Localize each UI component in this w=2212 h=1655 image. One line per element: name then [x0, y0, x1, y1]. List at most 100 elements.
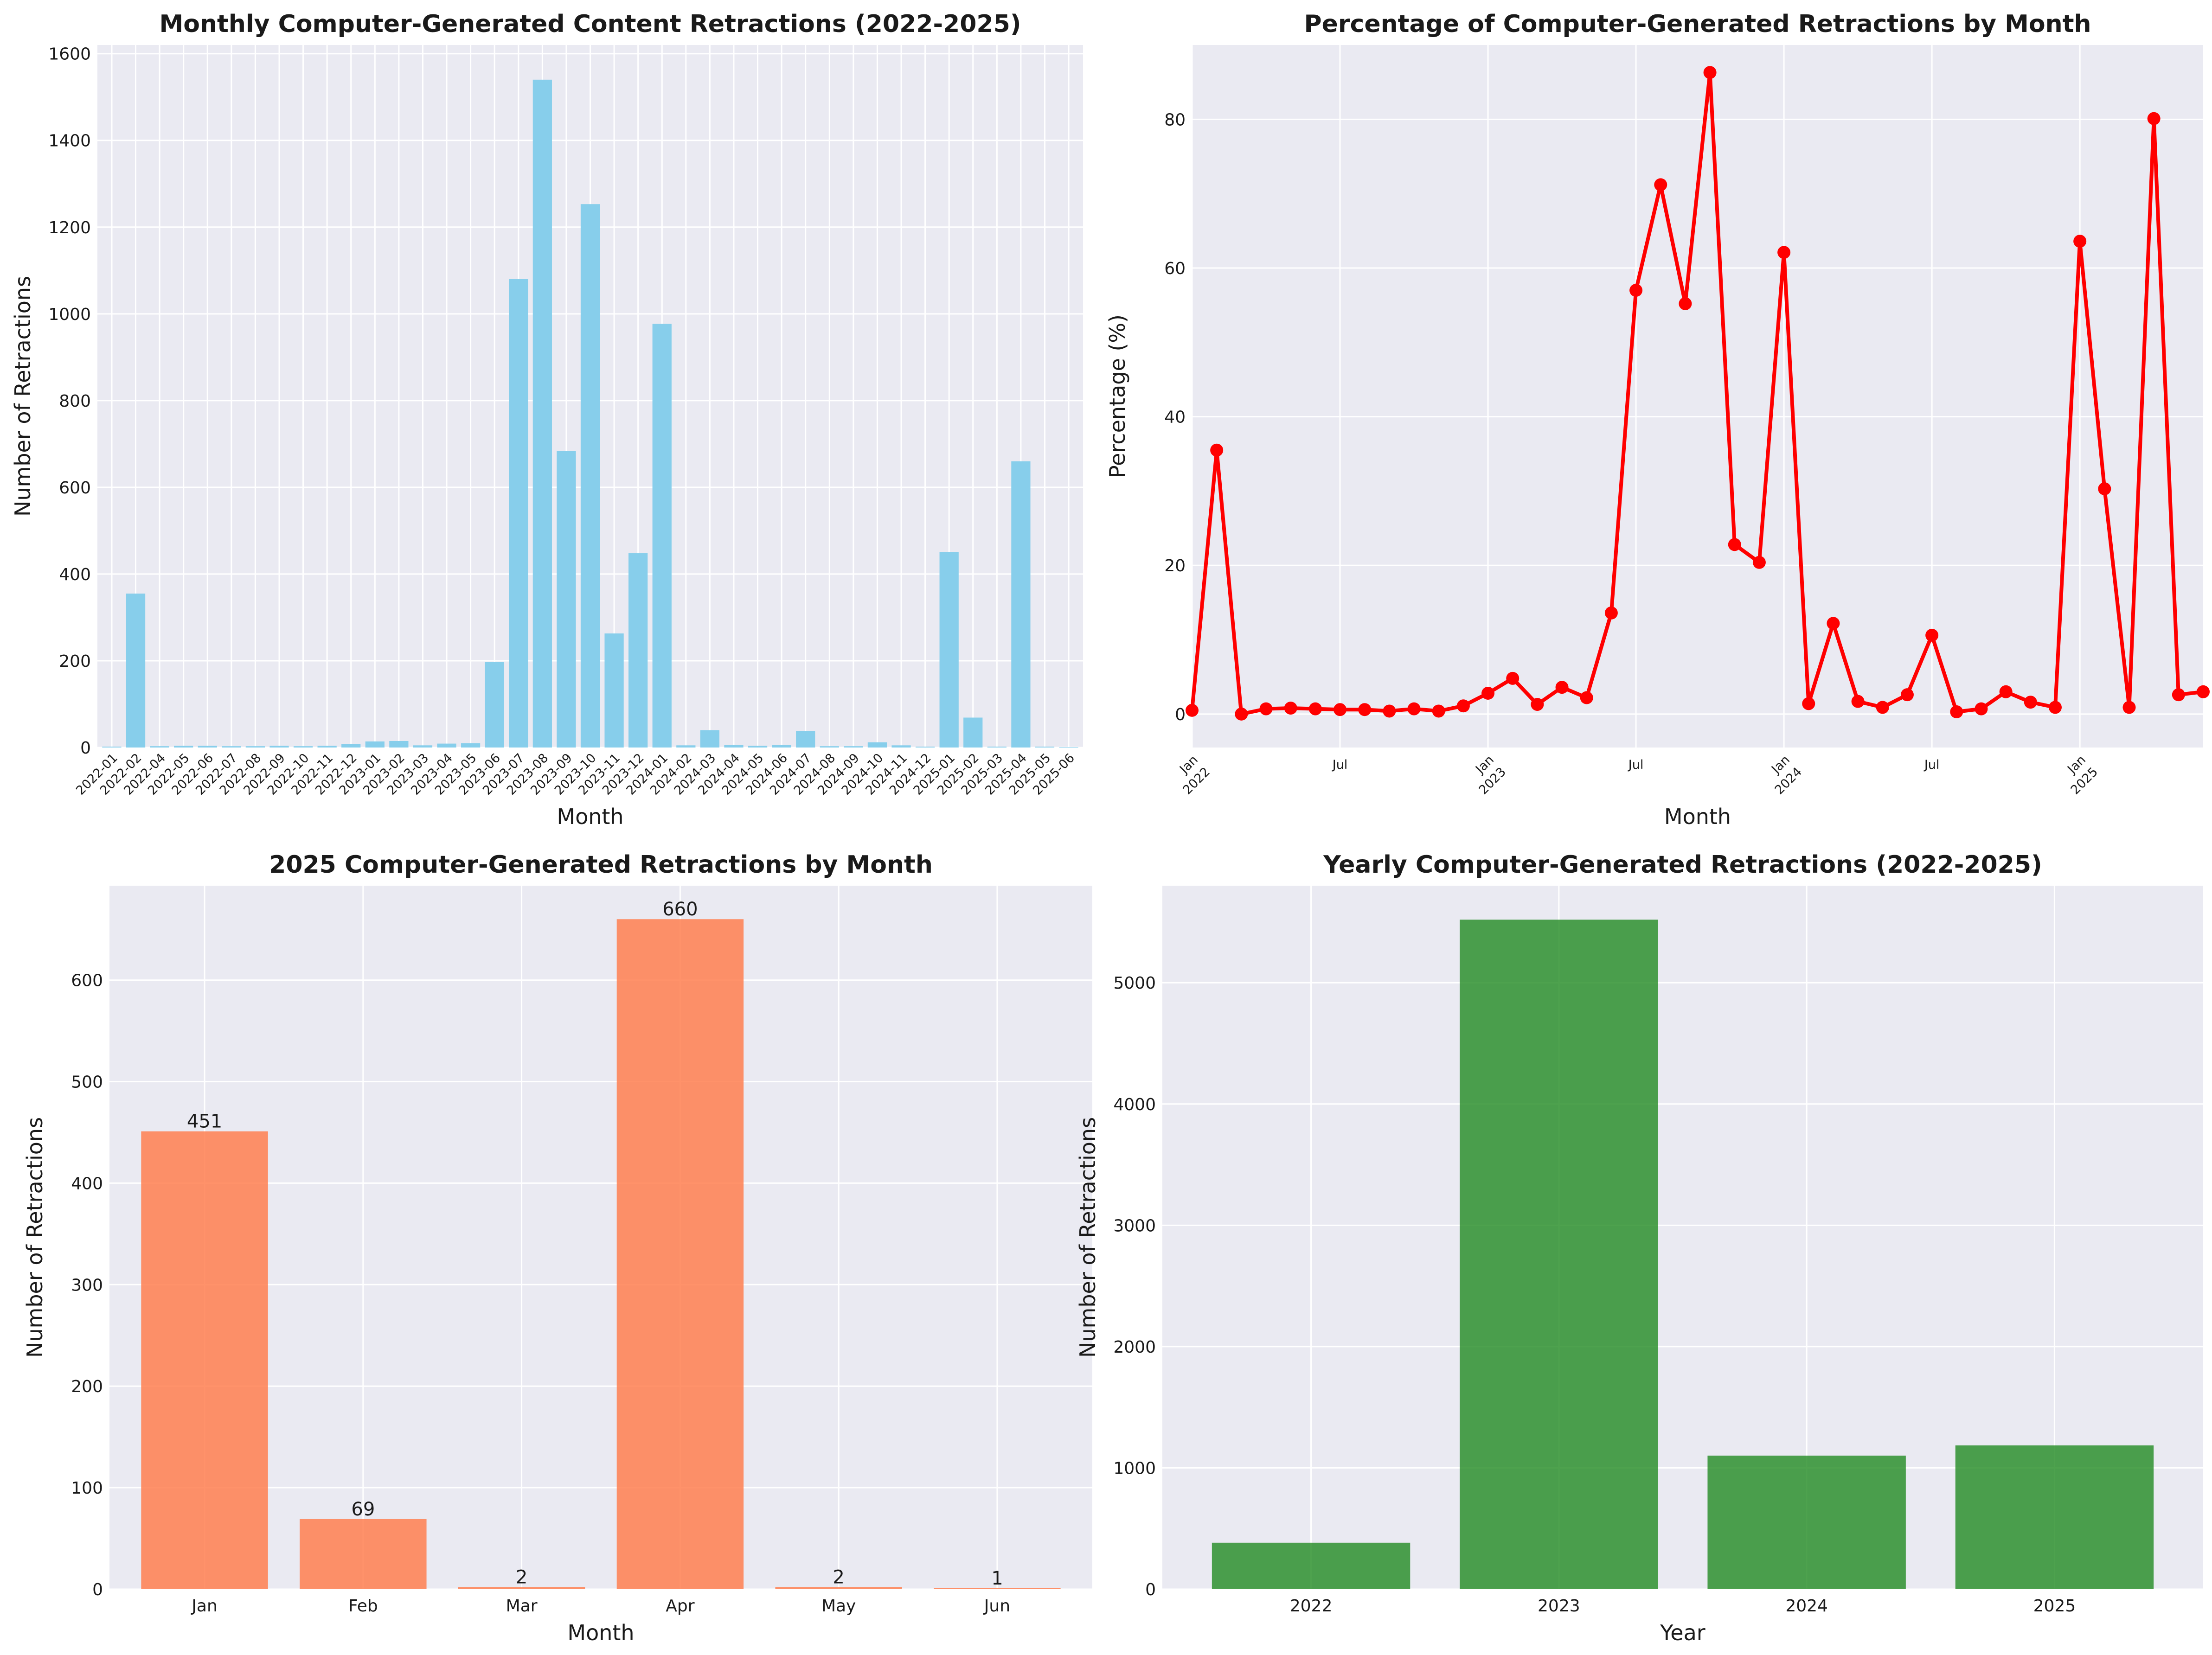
data-point [1308, 702, 1322, 716]
data-point [2122, 701, 2136, 714]
bar [150, 746, 169, 748]
data-point [1186, 703, 1199, 717]
bar [891, 745, 911, 748]
data-point [1531, 698, 1544, 711]
bar [317, 746, 337, 748]
bar [198, 746, 217, 748]
y-axis-label: Number of Retractions [22, 1117, 47, 1358]
data-label: 1 [991, 1568, 1003, 1589]
x-axis-label: Month [567, 1620, 634, 1645]
y-tick-label: 3000 [1113, 1216, 1156, 1235]
chart-title: Percentage of Computer-Generated Retract… [1304, 10, 2091, 38]
data-point [2197, 685, 2210, 698]
bar [867, 742, 887, 748]
y-tick-label: 400 [59, 565, 91, 584]
data-point [1752, 556, 1766, 569]
y-tick-label: 2000 [1113, 1338, 1156, 1357]
data-point [1580, 691, 1593, 704]
chart-1: Monthly Computer-Generated Content Retra… [10, 10, 1083, 829]
bar [604, 633, 624, 748]
bar [616, 919, 744, 1589]
y-tick-label: 1400 [48, 132, 91, 151]
bar [1955, 1445, 2154, 1589]
bar [458, 1587, 585, 1589]
chart-title: 2025 Computer-Generated Retractions by M… [269, 851, 933, 879]
data-label: 660 [662, 899, 698, 920]
data-point [1728, 538, 1741, 551]
bar [532, 79, 552, 748]
bar [437, 743, 456, 748]
data-labels: 451 69 2 660 2 1 [187, 899, 1003, 1589]
data-point [1851, 695, 1865, 708]
data-point [2024, 696, 2037, 709]
bar [796, 731, 815, 748]
data-point [1481, 686, 1495, 700]
bar [987, 747, 1007, 748]
data-label: 2 [833, 1567, 844, 1588]
y-axis-label: Number of Retractions [10, 276, 35, 517]
plot-area [109, 886, 1092, 1589]
data-point [1703, 66, 1717, 79]
y-tick-label: 4000 [1113, 1095, 1156, 1114]
y-tick-label: 100 [71, 1479, 103, 1498]
chart-4: Yearly Computer-Generated Retractions (2… [1075, 851, 2203, 1645]
x-tick-label: 2023 [1538, 1597, 1580, 1616]
bar [1212, 1542, 1411, 1589]
data-point [1777, 246, 1791, 259]
y-tick-label: 40 [1164, 408, 1186, 427]
data-point [2048, 701, 2062, 714]
points [1186, 66, 2210, 721]
bar [222, 746, 241, 748]
x-axis-label: Month [557, 804, 623, 829]
x-tick-label: May [821, 1597, 856, 1616]
bar [652, 324, 672, 748]
bar [141, 1131, 268, 1589]
y-tick-label: 600 [71, 971, 103, 990]
data-point [1900, 688, 1914, 702]
y-axis-label: Percentage (%) [1105, 314, 1130, 478]
y-tick-label: 800 [59, 392, 91, 411]
data-point [1629, 284, 1643, 297]
bar [341, 744, 361, 748]
bar [102, 747, 122, 748]
data-point [2098, 482, 2111, 496]
x-tick-label: Jun [983, 1597, 1010, 1616]
x-tick-label: Jul [1923, 758, 1940, 772]
bar [820, 746, 839, 748]
data-point [1432, 704, 1445, 718]
y-tick-label: 80 [1164, 110, 1186, 129]
bar [934, 1588, 1061, 1589]
bar [461, 743, 481, 748]
plot-area [1192, 45, 2203, 748]
bar [174, 746, 193, 748]
x-tick-label: Apr [666, 1597, 694, 1616]
data-point [1975, 702, 1988, 716]
y-tick-label: 200 [59, 652, 91, 671]
data-point [1679, 297, 1692, 310]
data-point [1925, 628, 1939, 642]
bar [1460, 920, 1658, 1589]
bar [939, 552, 959, 748]
y-tick-label: 5000 [1113, 974, 1156, 993]
y-ticks: 0 20 40 60 80 [1164, 110, 2203, 724]
y-tick-label: 600 [59, 479, 91, 498]
bar [775, 1587, 902, 1589]
bar [844, 746, 863, 748]
bar [748, 746, 768, 748]
bar [269, 746, 289, 748]
data-point [1210, 443, 1224, 457]
x-axis-label: Year [1660, 1620, 1705, 1645]
bars [141, 919, 1061, 1589]
bar [628, 553, 648, 748]
x-tick-label: Mar [506, 1597, 538, 1616]
y-tick-label: 400 [71, 1174, 103, 1193]
y-tick-label: 1000 [48, 305, 91, 324]
x-tick-label: Jan [191, 1597, 218, 1616]
y-tick-label: 60 [1164, 259, 1186, 278]
bar [557, 451, 576, 748]
data-point [2147, 112, 2161, 125]
bar [1035, 747, 1055, 748]
bar [1707, 1456, 1906, 1589]
data-point [1259, 702, 1273, 716]
bar [365, 741, 385, 748]
